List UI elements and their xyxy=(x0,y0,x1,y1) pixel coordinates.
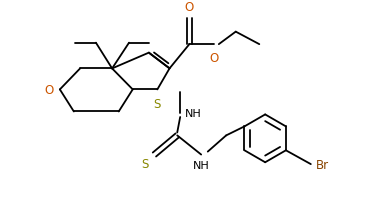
Text: O: O xyxy=(44,83,53,96)
Text: S: S xyxy=(154,98,161,111)
Text: Br: Br xyxy=(316,158,329,171)
Text: S: S xyxy=(141,158,149,171)
Text: NH: NH xyxy=(193,160,210,170)
Text: O: O xyxy=(185,1,194,14)
Text: NH: NH xyxy=(185,108,201,118)
Text: O: O xyxy=(209,52,218,64)
